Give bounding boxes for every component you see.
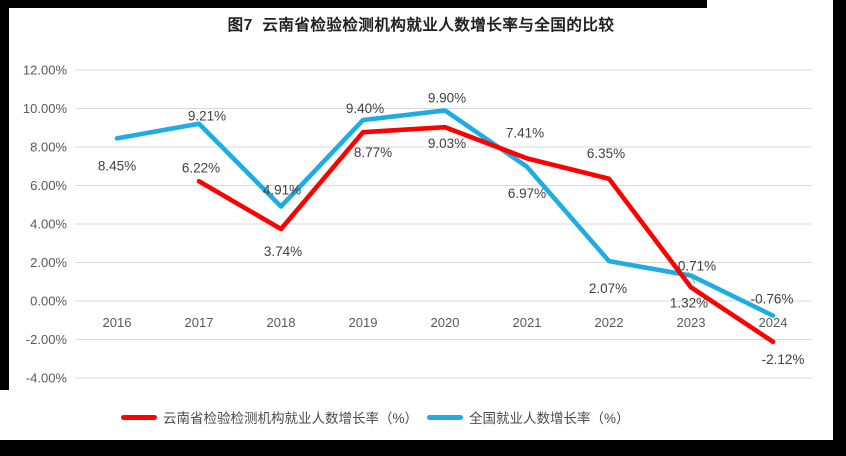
y-axis-tick-label: -2.00% xyxy=(26,332,68,347)
chart-canvas: 图7 云南省检验检测机构就业人数增长率与全国的比较 12.00% 10.00% 8.… xyxy=(9,8,833,440)
data-label: 9.40% xyxy=(346,101,384,116)
plot-svg: 12.00% 10.00% 8.00% 6.00% 4.00% 2.00% 0.00% -2.… xyxy=(23,63,812,386)
data-label: 9.03% xyxy=(428,136,466,151)
series-line-national xyxy=(114,108,776,318)
x-axis-category-label: 2017 xyxy=(185,315,214,330)
data-label: 2.07% xyxy=(589,281,627,296)
y-axis-tick-label: 2.00% xyxy=(30,255,67,270)
data-label: 3.74% xyxy=(264,244,302,259)
y-axis-tick-label: 0.00% xyxy=(30,294,67,309)
legend: 云南省检验检测机构就业人数增长率（%） 全国就业人数增长率（%） xyxy=(121,407,630,427)
data-label: 9.90% xyxy=(428,90,466,105)
data-label: 9.21% xyxy=(188,109,226,124)
x-axis-category-label: 2018 xyxy=(267,315,296,330)
data-label: 8.45% xyxy=(98,158,136,173)
data-label: -2.12% xyxy=(762,352,805,367)
x-axis-category-label: 2020 xyxy=(431,315,460,330)
x-axis-category-label: 2021 xyxy=(513,315,542,330)
y-axis-tick-label: 12.00% xyxy=(23,63,68,78)
y-axis-tick-label: 10.00% xyxy=(23,101,68,116)
x-axis-category-label: 2016 xyxy=(103,315,132,330)
y-axis-tick-label: 8.00% xyxy=(30,140,67,155)
chart-title: 图7 云南省检验检测机构就业人数增长率与全国的比较 xyxy=(227,17,615,34)
data-label: 6.35% xyxy=(587,146,625,161)
y-axis-tick-label: -4.00% xyxy=(26,371,68,386)
yunnan-series-swatch-icon xyxy=(121,414,157,420)
x-axis-category-label: 2023 xyxy=(677,315,706,330)
data-label: 0.71% xyxy=(678,258,716,273)
x-axis-category-label: 2022 xyxy=(595,315,624,330)
legend-item-yunnan: 云南省检验检测机构就业人数增长率（%） xyxy=(121,407,418,427)
national-series-swatch-icon xyxy=(427,414,464,420)
legend-item-national: 全国就业人数增长率（%） xyxy=(427,407,630,427)
legend-label-national: 全国就业人数增长率（%） xyxy=(469,411,630,426)
y-axis-tick-label: 4.00% xyxy=(30,217,67,232)
data-label: -0.76% xyxy=(751,292,794,307)
series-line-yunnan xyxy=(196,124,776,345)
data-label: 8.77% xyxy=(354,145,392,160)
data-label: 1.32% xyxy=(670,296,708,311)
data-label: 4.91% xyxy=(263,182,301,197)
data-label: 6.97% xyxy=(508,186,546,201)
background-patch-bottom-left xyxy=(0,390,10,440)
x-axis-category-label: 2024 xyxy=(759,315,788,330)
legend-label-yunnan: 云南省检验检测机构就业人数增长率（%） xyxy=(163,411,419,426)
background-patch-top-right xyxy=(707,0,833,9)
data-label: 7.41% xyxy=(506,125,544,140)
x-axis-category-label: 2019 xyxy=(349,315,378,330)
data-label: 6.22% xyxy=(182,160,220,175)
y-axis-tick-label: 6.00% xyxy=(30,178,67,193)
